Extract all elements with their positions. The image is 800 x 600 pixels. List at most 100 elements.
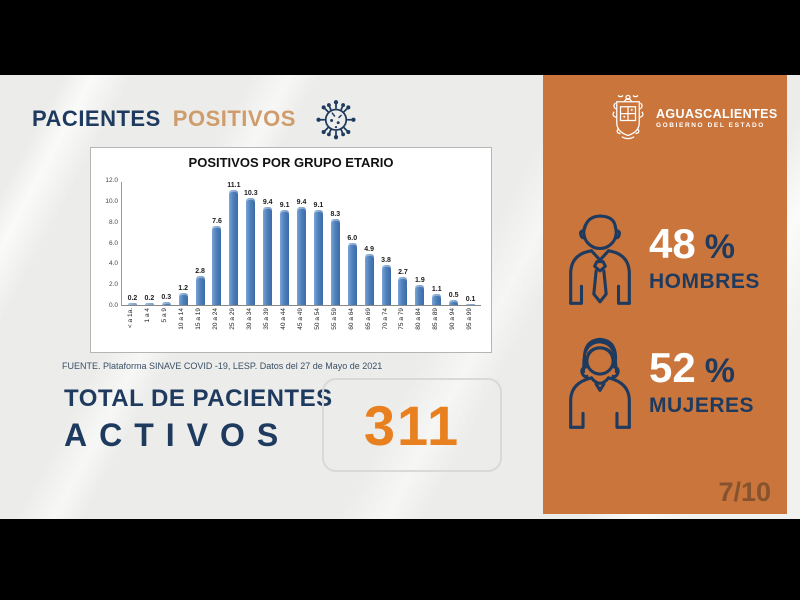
- bar: [127, 302, 137, 305]
- bar-slot: 11.1: [225, 182, 242, 305]
- bar-slot: 0.5: [445, 182, 462, 305]
- bar-value-label: 3.8: [381, 257, 391, 265]
- chart-y-axis: 0.0 2.0 4.0 6.0 8.0 10.0 12.0: [105, 177, 481, 309]
- bar: [246, 197, 256, 305]
- bar: [161, 301, 171, 305]
- x-tick-label: 55 a 59: [330, 308, 338, 330]
- page-title: PACIENTES: [32, 106, 161, 131]
- y-tick-label: 10.0: [105, 197, 118, 205]
- chart-x-axis: < a 1a. 1 a 4 5 a 9 10 a 14 15 a 19 20 a 24 25…: [121, 308, 481, 348]
- bar-slot: 0.3: [158, 182, 175, 305]
- coat-of-arms-icon: [609, 93, 647, 143]
- state-logo: AGUASCALIENTES GOBIERNO DEL ESTADO: [609, 93, 778, 143]
- x-tick-label: 35 a 39: [262, 308, 270, 330]
- bar-value-label: 10.3: [243, 189, 258, 197]
- x-tick-label: 5 a 9: [161, 308, 169, 323]
- bar-value-label: 2.8: [195, 267, 205, 275]
- bar: [466, 303, 476, 305]
- bar-value-label: 2.7: [398, 268, 408, 276]
- bar-value-label: 0.3: [161, 293, 172, 301]
- chart-title: POSITIVOS POR GRUPO ETARIO: [188, 155, 394, 170]
- x-tick-label: 15 a 19: [195, 308, 203, 330]
- bar-slot: 9.1: [310, 182, 327, 305]
- bar: [297, 207, 307, 305]
- bar-slot: 1.1: [428, 182, 445, 305]
- man-icon: [565, 203, 635, 311]
- woman-icon: [565, 327, 635, 435]
- x-tick-label: 70 a 74: [381, 308, 389, 330]
- bar-slot: 1.2: [175, 182, 192, 305]
- bar: [398, 276, 408, 305]
- bar-value-label: 4.9: [364, 245, 374, 253]
- y-tick-label: 2.0: [108, 281, 118, 289]
- bar-slot: 7.6: [209, 182, 226, 305]
- x-tick-label: 75 a 79: [398, 308, 406, 330]
- bar-slot: 8.3: [327, 182, 344, 305]
- bar-slot: 2.7: [395, 182, 412, 305]
- stat-row-hombres: 48 % HOMBRES: [565, 203, 760, 311]
- x-tick-label: 95 a 99: [466, 308, 474, 330]
- bar-value-label: 1.1: [431, 285, 442, 293]
- x-tick-label: < a 1a.: [127, 308, 135, 329]
- bar-value-label: 9.4: [296, 199, 307, 207]
- x-tick-label: 50 a 54: [313, 308, 321, 330]
- mujeres-percent-value: 52: [649, 344, 696, 391]
- page-indicator: 7/10: [718, 477, 771, 507]
- bar-value-label: 0.1: [465, 295, 476, 303]
- bar: [212, 225, 222, 305]
- y-tick-label: 12.0: [105, 177, 118, 184]
- bar-value-label: 11.1: [227, 182, 241, 189]
- bar: [364, 253, 374, 305]
- bar-value-label: 8.3: [330, 210, 341, 218]
- total-value: 311: [363, 393, 461, 457]
- x-tick-label: 30 a 34: [245, 308, 253, 330]
- bar-value-label: 9.4: [262, 199, 273, 207]
- bar: [313, 210, 323, 305]
- x-tick-label: 85 a 89: [432, 308, 440, 330]
- source-note: FUENTE. Plataforma SINAVE COVID -19, LES…: [62, 361, 383, 371]
- x-tick-label: 25 a 29: [228, 308, 236, 330]
- bar: [330, 218, 340, 305]
- total-label-line1: TOTAL DE PACIENTES: [64, 385, 333, 412]
- bar-slot: 0.1: [462, 182, 479, 305]
- bar-slot: 9.4: [259, 182, 276, 305]
- total-value-box: 311: [322, 378, 502, 472]
- x-tick-label: 40 a 44: [279, 308, 287, 330]
- y-tick-label: 6.0: [108, 239, 118, 247]
- y-tick-label: 4.0: [108, 260, 118, 268]
- x-tick-label: 65 a 69: [364, 308, 372, 330]
- bar-value-label: 0.2: [127, 294, 138, 302]
- x-tick-label: 60 a 64: [347, 308, 355, 330]
- bar-slot: 4.9: [361, 182, 378, 305]
- stat-row-mujeres: 52 % MUJERES: [565, 327, 754, 435]
- total-label-line2: ACTIVOS: [64, 417, 291, 453]
- x-tick-label: 45 a 49: [296, 308, 304, 330]
- bar-slot: 9.4: [293, 182, 310, 305]
- bar-slot: 3.8: [378, 182, 395, 305]
- state-name: AGUASCALIENTES: [656, 107, 778, 121]
- bar: [449, 299, 459, 305]
- content-area: PACIENTES POSITIVOS: [0, 75, 800, 519]
- bar-value-label: 7.6: [212, 217, 222, 225]
- y-tick-label: 8.0: [108, 218, 118, 226]
- hombres-percent-value: 48: [649, 220, 696, 267]
- bar-value-label: 1.9: [414, 277, 425, 285]
- bar: [195, 275, 205, 305]
- bar-slot: 1.9: [411, 182, 428, 305]
- x-tick-label: 10 a 14: [178, 308, 186, 330]
- bar: [144, 302, 154, 305]
- x-tick-label: 80 a 84: [415, 308, 423, 330]
- mujeres-percent-sign: %: [704, 352, 735, 390]
- bar-value-label: 6.0: [347, 234, 358, 242]
- total-patients-block: TOTAL DE PACIENTES ACTIVOS: [64, 385, 333, 454]
- bar: [432, 293, 442, 305]
- bar-value-label: 0.2: [144, 294, 155, 302]
- virus-icon: [314, 97, 358, 141]
- bar: [347, 242, 357, 305]
- bar-slot: 6.0: [344, 182, 361, 305]
- chart-bars: 0.2 0.2 0.3 1.2 2.8 7.6 11.1 10.3 9.4 9.1 9.4 9.1 8.…: [122, 182, 481, 305]
- bar-slot: 0.2: [141, 182, 158, 305]
- bar: [415, 285, 425, 305]
- age-group-chart-card: POSITIVOS POR GRUPO ETARIO 0.0 2.0 4.0 6.0 8…: [90, 147, 492, 353]
